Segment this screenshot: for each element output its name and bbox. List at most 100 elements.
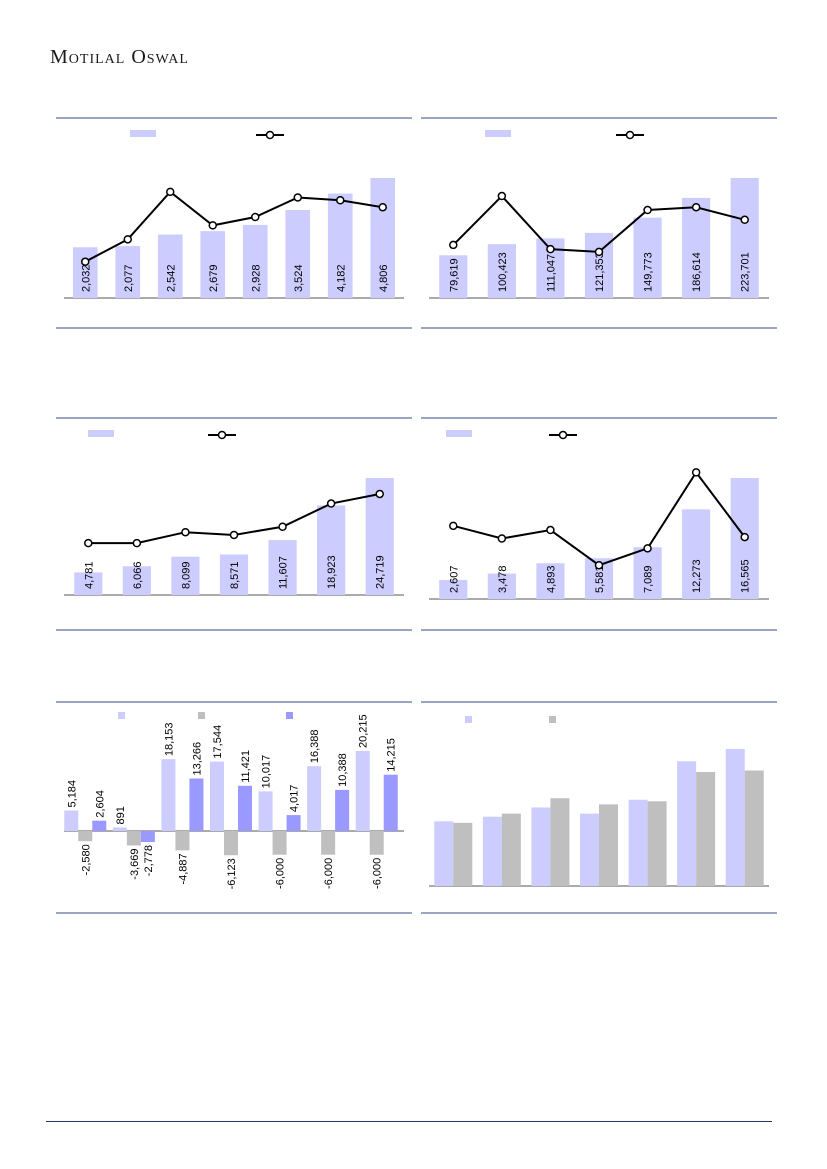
bar-label-3: 8,099 — [180, 561, 192, 589]
bar-s3-2 — [140, 831, 155, 842]
bar-s3-3 — [189, 778, 204, 831]
bar-s1-3 — [531, 807, 551, 886]
bar-s3-5 — [286, 815, 301, 831]
bar-label-s3-2: -2,778 — [143, 845, 155, 876]
footer-rule — [46, 1121, 772, 1122]
bar-s2-1 — [78, 831, 93, 842]
bar-s1-4 — [210, 761, 224, 831]
bar-label-3: 2,542 — [165, 264, 177, 292]
bar-3 — [536, 563, 565, 599]
bar-s1-7 — [725, 748, 745, 886]
bar-3 — [157, 234, 183, 298]
bar-label-5: 7,089 — [643, 565, 655, 593]
bar-4 — [219, 554, 249, 595]
line-point-5 — [643, 544, 652, 553]
bar-6 — [317, 505, 346, 595]
legend-swatch-3 — [286, 712, 293, 719]
bar-label-4: 121,353 — [594, 252, 606, 292]
legend-swatch-2 — [198, 712, 205, 719]
chart-svg-6 — [421, 701, 777, 914]
bar-label-8: 4,806 — [378, 264, 390, 292]
bar-3 — [171, 556, 200, 595]
line-point-1 — [449, 521, 458, 531]
line-point-6 — [293, 193, 302, 202]
bar-s3-1 — [92, 820, 107, 831]
line-point-4 — [208, 221, 217, 230]
bar-label-5: 11,607 — [278, 556, 290, 589]
legend-swatch-1 — [465, 716, 472, 723]
line-point-7 — [336, 195, 345, 205]
chart-panel-4: 2,607 3,478 4,893 5,581 7,089 12,273 16,565 — [421, 410, 777, 640]
bar-label-s3-1: 2,604 — [94, 790, 106, 818]
line-point-2 — [497, 534, 507, 543]
bar-s3-4 — [238, 785, 252, 831]
bar-label-6: 18,923 — [326, 555, 338, 589]
legend-swatch-bar — [446, 430, 472, 437]
bar-s1-6 — [307, 766, 322, 831]
bar-label-s1-2: 891 — [115, 806, 127, 824]
line-series — [84, 190, 383, 263]
bar-s1-1 — [64, 810, 79, 831]
bar-1 — [439, 579, 468, 599]
bar-s2-5 — [647, 801, 667, 886]
bar-label-s1-7: 20,215 — [358, 714, 370, 748]
line-point-1 — [84, 538, 93, 548]
bar-7 — [327, 193, 353, 298]
bar-s3-7 — [383, 774, 398, 831]
bar-5 — [633, 547, 662, 599]
bar-label-4: 5,581 — [594, 565, 606, 593]
bar-s2-6 — [696, 772, 716, 886]
bar-5 — [242, 224, 268, 298]
bar-s2-7 — [744, 770, 764, 886]
legend-marker — [217, 430, 227, 440]
bar-label-7: 223,701 — [740, 252, 752, 292]
bar-6 — [682, 197, 711, 298]
bar-label-s3-5: 4,017 — [289, 785, 301, 813]
bar-7 — [730, 178, 759, 298]
bar-label-s2-2: -3,669 — [129, 849, 141, 880]
bar-label-s3-7: 14,215 — [386, 738, 398, 772]
bar-label-6: 186,614 — [691, 252, 703, 292]
line-point-2 — [123, 235, 132, 244]
line-point-5 — [643, 205, 652, 215]
line-point-1 — [449, 240, 458, 250]
bar-1 — [72, 247, 98, 298]
bar-s1-1 — [434, 821, 454, 886]
line-point-3 — [546, 525, 555, 535]
bar-label-3: 4,893 — [545, 565, 557, 593]
bar-label-s2-5: -6,000 — [275, 858, 287, 889]
bar-label-s1-4: 17,544 — [212, 725, 224, 759]
bar-2 — [122, 566, 151, 595]
legend-swatch-bar — [130, 130, 156, 137]
line-point-7 — [740, 532, 749, 542]
bar-label-1: 4,781 — [83, 561, 95, 589]
bar-s2-1 — [453, 822, 473, 886]
legend-swatch-bar — [485, 130, 511, 137]
bar-2 — [487, 573, 516, 599]
bar-s2-2 — [501, 813, 521, 886]
line-point-5 — [251, 212, 260, 222]
bar-label-1: 2,032 — [80, 264, 92, 292]
bar-label-7: 4,182 — [335, 264, 347, 292]
chart-svg-4: 2,607 3,478 4,893 5,581 7,089 12,273 16,565 — [421, 417, 777, 631]
chart-panel-2: 79,619 100,423 111,047 121,353 149,773 186,61… — [421, 110, 777, 340]
legend-marker — [625, 130, 635, 140]
line-point-3 — [546, 244, 555, 254]
bar-label-2: 100,423 — [497, 252, 509, 292]
bar-label-s1-5: 10,017 — [261, 755, 273, 789]
bar-label-1: 79,619 — [448, 258, 460, 292]
bar-label-s3-6: 10,388 — [337, 753, 349, 787]
bar-label-4: 2,679 — [208, 264, 220, 292]
bar-s2-3 — [175, 831, 190, 851]
line-point-3 — [166, 187, 175, 197]
chart-svg-2: 79,619 100,423 111,047 121,353 149,773 186,61… — [421, 117, 777, 329]
bar-label-s2-7: -6,000 — [372, 858, 384, 889]
line-point-8 — [378, 202, 387, 212]
bar-2 — [115, 246, 141, 298]
bar-label-5: 149,773 — [643, 252, 655, 292]
bar-4 — [200, 231, 226, 298]
bar-s1-4 — [580, 813, 599, 886]
bar-s1-5 — [628, 799, 648, 886]
bar-label-s1-3: 18,153 — [163, 723, 175, 757]
line-point-6 — [691, 468, 701, 477]
